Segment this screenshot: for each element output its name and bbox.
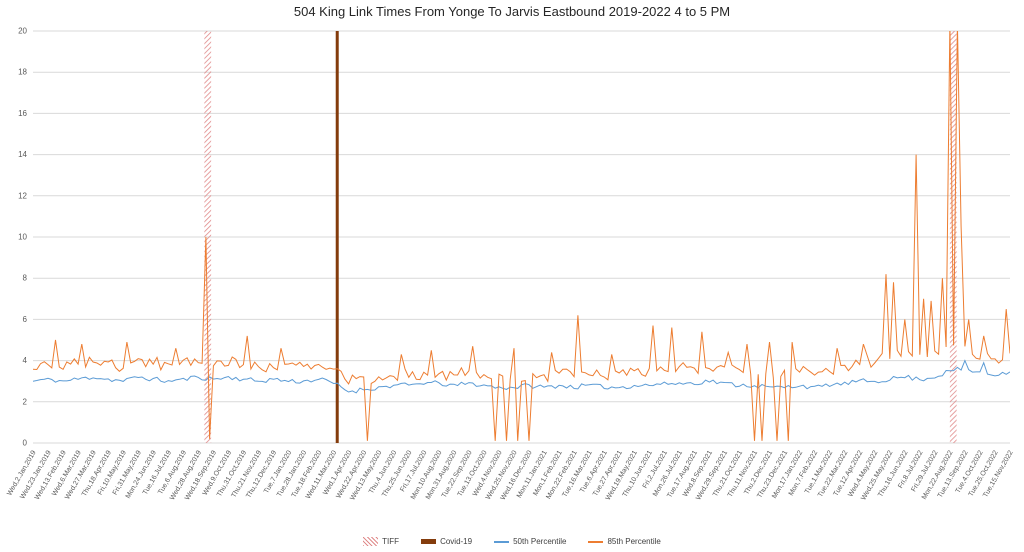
p85-line-swatch-icon — [588, 540, 604, 543]
legend-label-p50: 50th Percentile — [513, 537, 567, 546]
series-lines — [33, 31, 1010, 441]
legend-item-covid: Covid-19 — [421, 537, 472, 546]
svg-text:16: 16 — [18, 109, 27, 118]
svg-text:6: 6 — [23, 315, 28, 324]
event-markers — [204, 31, 957, 443]
svg-text:20: 20 — [18, 27, 27, 36]
y-gridlines: 0 2 4 6 8 10 12 14 16 18 20 — [18, 27, 1010, 448]
svg-text:12: 12 — [18, 191, 27, 200]
legend-label-tiff: TIFF — [382, 537, 400, 546]
chart-title: 504 King Link Times From Yonge To Jarvis… — [293, 4, 731, 19]
svg-text:2: 2 — [23, 397, 28, 406]
svg-text:8: 8 — [23, 274, 28, 283]
legend-label-p85: 85th Percentile — [607, 537, 661, 546]
legend-item-p85: 85th Percentile — [588, 537, 661, 546]
legend-item-p50: 50th Percentile — [494, 537, 566, 546]
svg-text:0: 0 — [23, 439, 28, 448]
covid-line-swatch-icon — [421, 539, 437, 544]
svg-text:14: 14 — [18, 150, 27, 159]
legend-item-tiff: TIFF — [363, 537, 399, 546]
svg-text:10: 10 — [18, 233, 27, 242]
x-axis-labels: Wed,2.Jan,2019Wed,23.Jan,2019Wed,13.Feb,… — [6, 449, 1015, 501]
chart-legend: TIFF Covid-19 50th Percentile 85th Perce… — [0, 537, 1024, 546]
p50-line-swatch-icon — [494, 540, 510, 543]
legend-label-covid: Covid-19 — [440, 537, 473, 546]
svg-text:18: 18 — [18, 68, 27, 77]
tiff-band-swatch-icon — [363, 537, 379, 546]
svg-text:4: 4 — [23, 356, 28, 365]
